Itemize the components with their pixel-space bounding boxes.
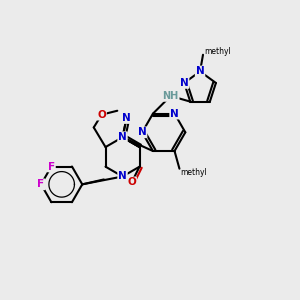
Text: N: N	[170, 109, 179, 118]
Text: N: N	[180, 78, 189, 88]
Text: methyl: methyl	[180, 168, 207, 177]
Text: N: N	[118, 172, 127, 182]
Text: N: N	[138, 127, 146, 137]
Text: O: O	[97, 110, 106, 120]
Text: F: F	[48, 161, 55, 172]
Text: NH: NH	[163, 91, 179, 101]
Text: methyl: methyl	[204, 47, 231, 56]
Text: O: O	[127, 177, 136, 188]
Text: N: N	[196, 66, 204, 76]
Text: F: F	[38, 179, 45, 189]
Text: N: N	[118, 132, 127, 142]
Text: N: N	[122, 113, 131, 123]
